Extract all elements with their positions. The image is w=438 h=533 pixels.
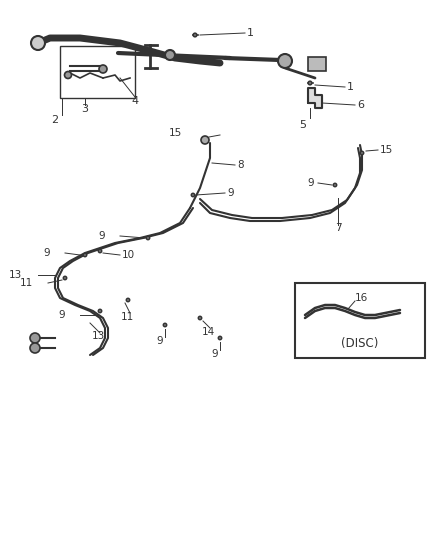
Circle shape — [146, 237, 150, 240]
Text: 9: 9 — [43, 248, 50, 258]
Text: 4: 4 — [131, 96, 138, 106]
Text: 7: 7 — [335, 223, 341, 233]
Bar — [308, 57, 326, 71]
Text: 11: 11 — [20, 278, 33, 288]
Circle shape — [64, 71, 71, 78]
Circle shape — [99, 65, 107, 73]
Circle shape — [191, 193, 194, 197]
Polygon shape — [308, 88, 322, 108]
Circle shape — [31, 36, 45, 50]
Circle shape — [30, 343, 40, 353]
Circle shape — [278, 54, 292, 68]
Circle shape — [193, 33, 197, 37]
Text: 9: 9 — [307, 178, 314, 188]
Circle shape — [219, 336, 222, 340]
Text: 6: 6 — [357, 100, 364, 110]
Text: 1: 1 — [247, 28, 254, 38]
Circle shape — [64, 277, 67, 280]
Circle shape — [83, 253, 87, 256]
Circle shape — [333, 183, 336, 187]
Text: 9: 9 — [99, 231, 105, 241]
Circle shape — [30, 333, 40, 343]
Circle shape — [127, 298, 130, 302]
Text: 11: 11 — [120, 312, 134, 322]
Text: 9: 9 — [58, 310, 65, 320]
Circle shape — [201, 136, 209, 144]
Text: 8: 8 — [237, 160, 244, 170]
Circle shape — [360, 151, 364, 155]
Circle shape — [308, 81, 312, 85]
Bar — [60, 46, 135, 98]
Text: 14: 14 — [201, 327, 215, 337]
Text: 16: 16 — [355, 293, 368, 303]
Text: 1: 1 — [347, 82, 354, 92]
Circle shape — [343, 309, 346, 312]
Text: 10: 10 — [122, 250, 135, 260]
Circle shape — [165, 50, 175, 60]
Bar — [295, 283, 425, 358]
Text: 9: 9 — [212, 349, 218, 359]
Circle shape — [198, 317, 201, 320]
Text: 9: 9 — [157, 336, 163, 346]
Text: (DISC): (DISC) — [341, 336, 379, 350]
Text: 2: 2 — [51, 115, 59, 125]
Circle shape — [163, 324, 166, 327]
Text: 5: 5 — [300, 120, 307, 130]
Text: 3: 3 — [81, 104, 88, 114]
Text: 9: 9 — [227, 188, 233, 198]
Circle shape — [99, 309, 102, 312]
Text: 13: 13 — [92, 331, 105, 341]
Circle shape — [99, 249, 102, 253]
Text: 15: 15 — [168, 128, 182, 138]
Text: 15: 15 — [380, 145, 393, 155]
Text: 13: 13 — [9, 270, 22, 280]
